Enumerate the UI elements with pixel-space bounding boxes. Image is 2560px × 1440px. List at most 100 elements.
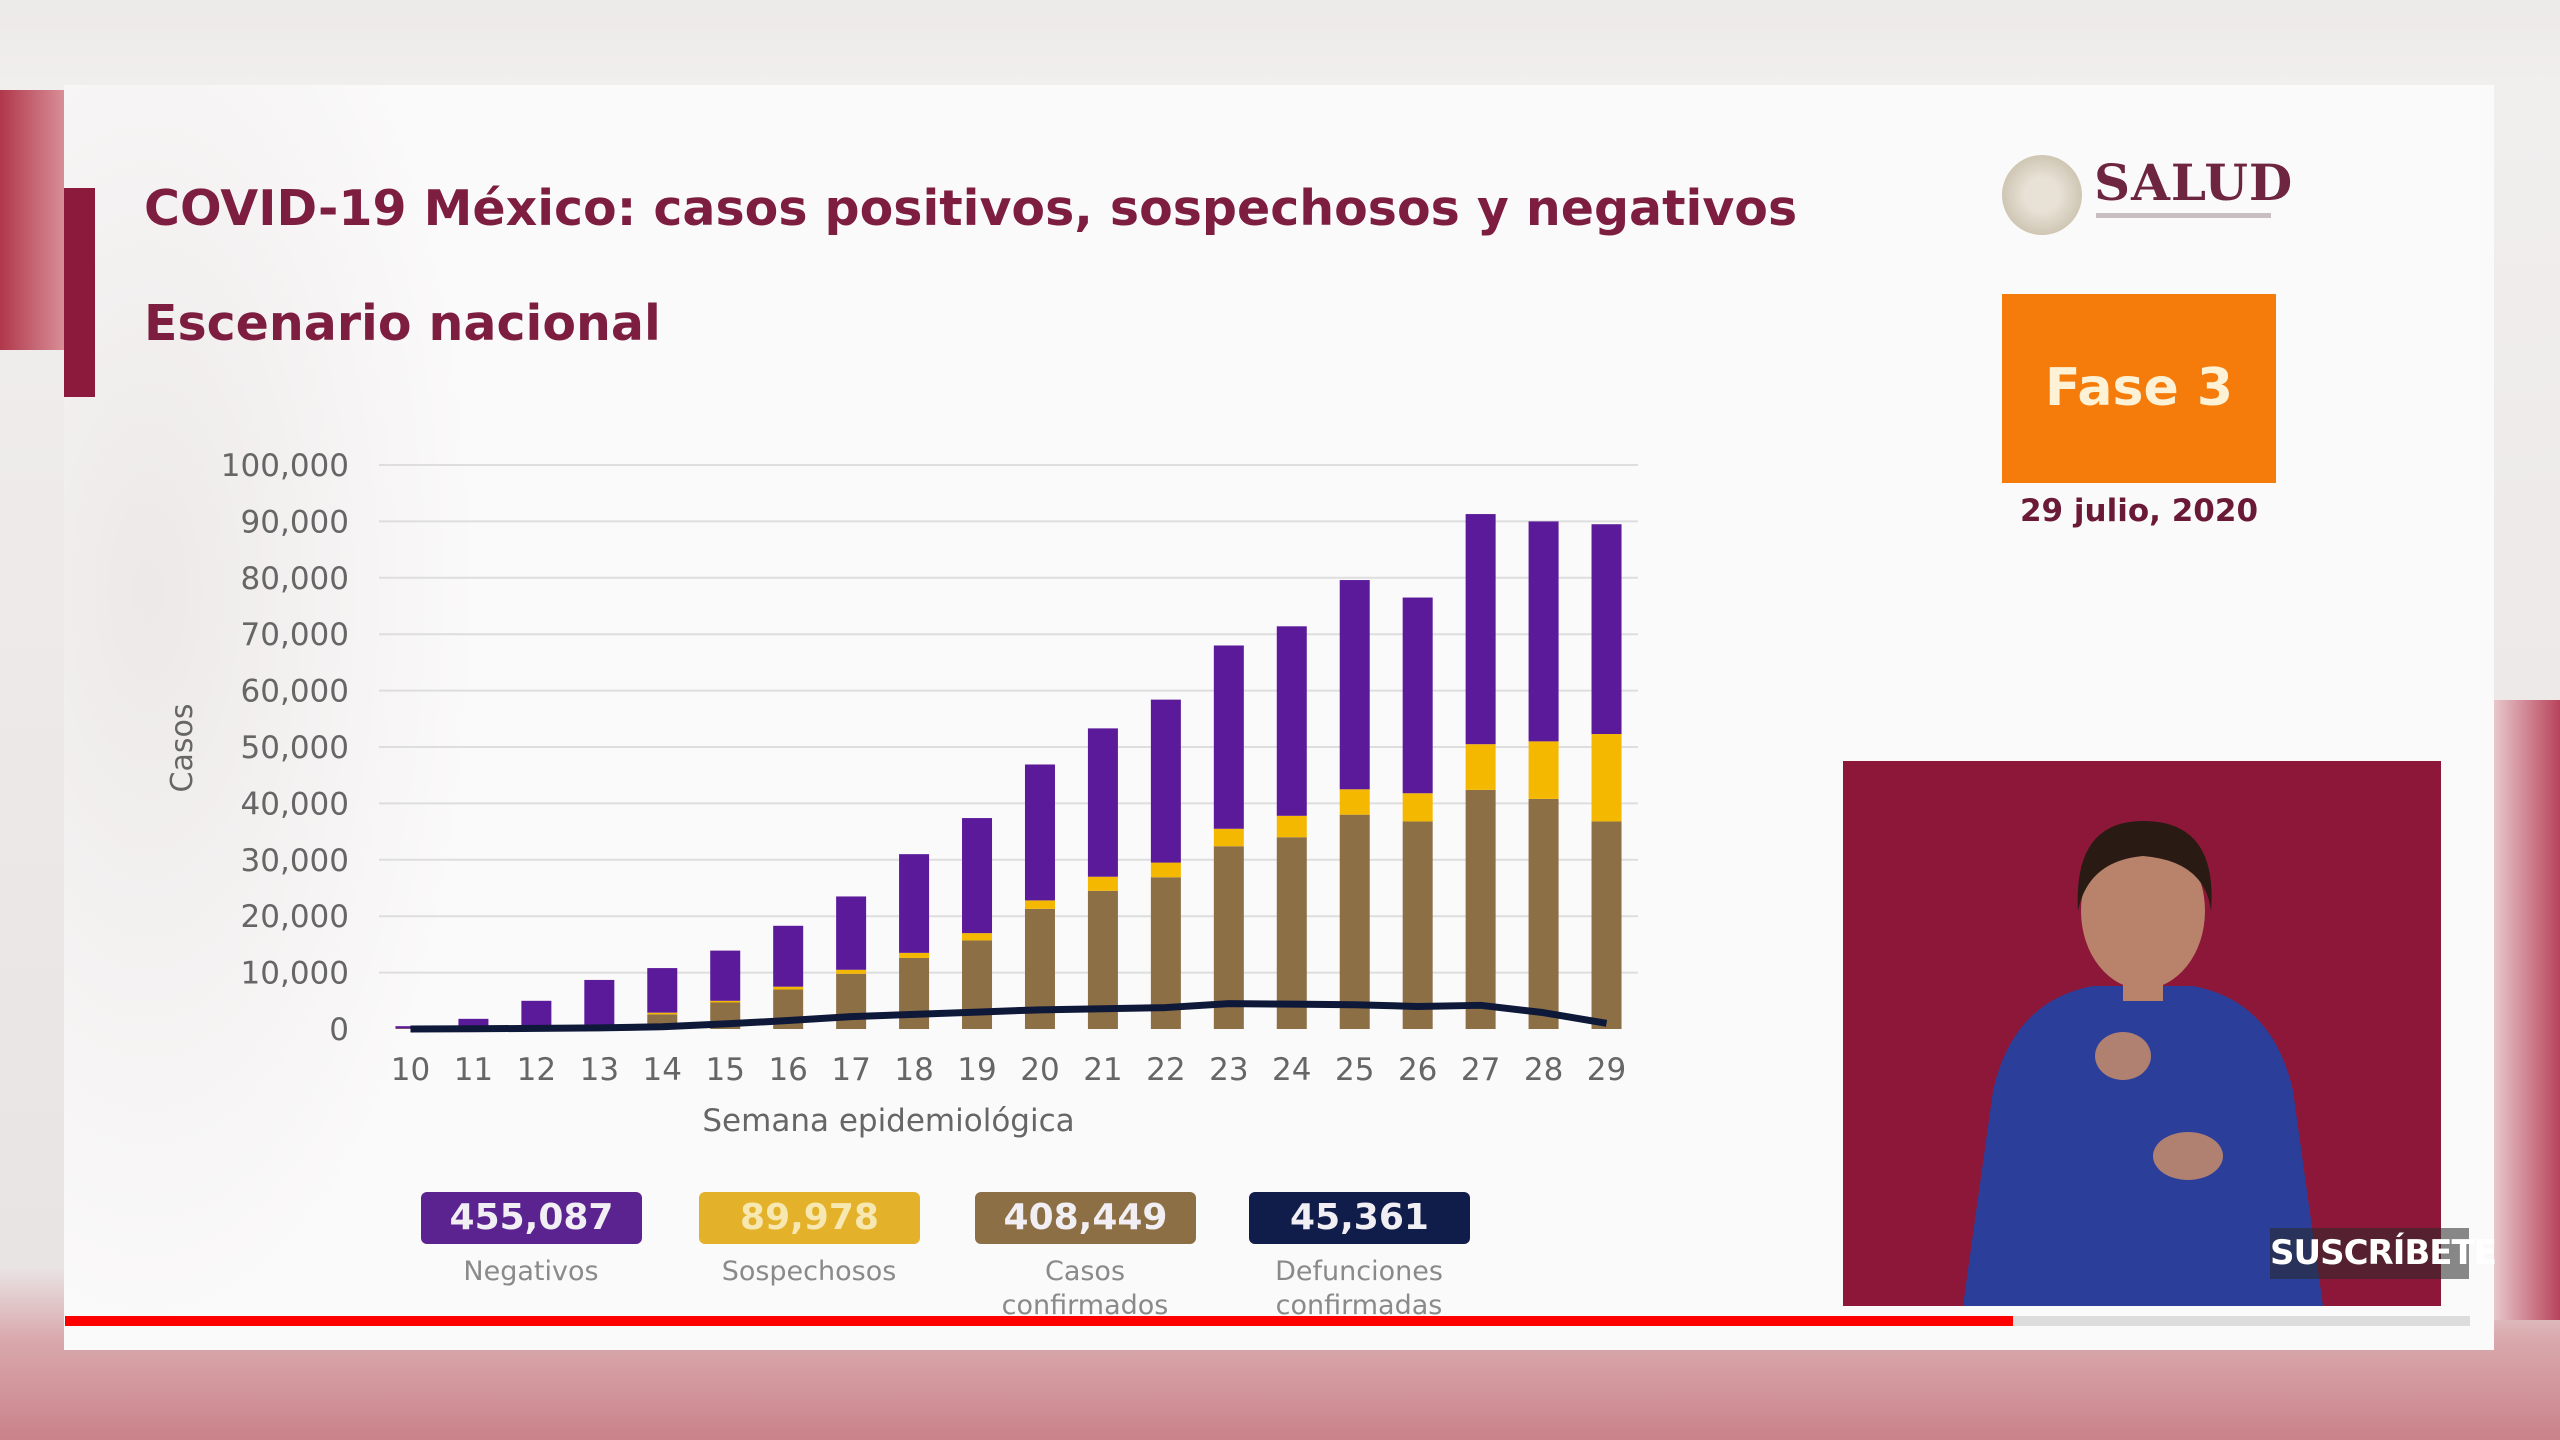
y-tick-label: 60,000 bbox=[241, 674, 349, 710]
x-tick-label: 24 bbox=[1272, 1052, 1311, 1088]
sign-language-interpreter-video bbox=[1843, 761, 2441, 1306]
x-tick-label: 29 bbox=[1587, 1052, 1626, 1088]
bar-negativos bbox=[1465, 514, 1496, 745]
defunciones-badge: 45,361 bbox=[1249, 1192, 1470, 1244]
line-defunciones bbox=[410, 1000, 1608, 1033]
bar-negativos bbox=[1213, 645, 1244, 829]
x-tick-label: 18 bbox=[894, 1052, 933, 1088]
bar-confirmados bbox=[1402, 821, 1433, 1029]
x-tick-label: 25 bbox=[1335, 1052, 1374, 1088]
x-axis-label: Semana epidemiológica bbox=[702, 1103, 1074, 1139]
bar-negativos bbox=[710, 950, 741, 1001]
y-tick-label: 100,000 bbox=[221, 448, 349, 484]
bar-sospechosos bbox=[710, 1000, 741, 1003]
stacked-bar-chart: 0 10,000 20,000 30,000 40,000 50,000 60,000 70,… bbox=[165, 448, 1638, 1139]
bar-confirmados bbox=[1528, 798, 1559, 1029]
bar-sospechosos bbox=[836, 969, 867, 974]
x-tick-label: 11 bbox=[454, 1052, 493, 1088]
x-tick-label: 10 bbox=[391, 1052, 430, 1088]
y-tick-label: 90,000 bbox=[241, 504, 349, 540]
subscribe-button[interactable]: SUSCRÍBETE bbox=[2270, 1228, 2497, 1279]
x-tick-label: 19 bbox=[957, 1052, 996, 1088]
bar-negativos bbox=[1276, 626, 1307, 816]
x-tick-label: 13 bbox=[580, 1052, 619, 1088]
x-tick-label: 23 bbox=[1209, 1052, 1248, 1088]
bar-negativos bbox=[1591, 524, 1622, 735]
bar-negativos bbox=[521, 1000, 552, 1027]
y-tick-label: 10,000 bbox=[241, 956, 349, 992]
sospechosos-label: Sospechosos bbox=[721, 1256, 897, 1287]
x-tick-label: 26 bbox=[1398, 1052, 1437, 1088]
presentation-slide: COVID-19 México: casos positivos, sospec… bbox=[64, 85, 2494, 1350]
bar-sospechosos bbox=[1402, 793, 1433, 822]
negativos-label: Negativos bbox=[463, 1256, 599, 1287]
bar-sospechosos bbox=[1213, 828, 1244, 847]
confirmados-label: Casos confirmados bbox=[1001, 1256, 1169, 1321]
y-axis-label: Casos bbox=[165, 704, 200, 793]
watermark bbox=[64, 85, 484, 1350]
bar-sospechosos bbox=[1087, 876, 1118, 891]
y-tick-label: 20,000 bbox=[241, 899, 349, 935]
bar-negativos bbox=[1150, 699, 1181, 863]
bar-sospechosos bbox=[1528, 741, 1559, 799]
bar-negativos bbox=[899, 854, 930, 953]
logo-text: SALUD bbox=[2094, 153, 2294, 212]
bar-negativos bbox=[1087, 728, 1118, 877]
y-tick-label: 0 bbox=[329, 1012, 349, 1048]
bar-confirmados bbox=[1339, 814, 1370, 1029]
accent-bar bbox=[64, 188, 95, 397]
y-tick-label: 40,000 bbox=[241, 786, 349, 822]
slide-date: 29 julio, 2020 bbox=[2019, 493, 2259, 529]
interpreter-figure bbox=[1963, 821, 2323, 1306]
bar-sospechosos bbox=[962, 933, 993, 941]
negativos-badge: 455,087 bbox=[421, 1192, 642, 1244]
bar-sospechosos bbox=[773, 986, 804, 990]
slide-subtitle: Escenario nacional bbox=[144, 295, 661, 352]
bar-sospechosos bbox=[1150, 862, 1181, 878]
bar-negativos bbox=[647, 968, 678, 1013]
x-tick-label: 16 bbox=[768, 1052, 807, 1088]
defunciones-label: Defunciones confirmadas bbox=[1275, 1256, 1443, 1321]
bar-sospechosos bbox=[647, 1012, 678, 1015]
x-tick-label: 28 bbox=[1524, 1052, 1563, 1088]
bar-sospechosos bbox=[1339, 789, 1370, 815]
y-tick-label: 30,000 bbox=[241, 843, 349, 879]
bar-confirmados bbox=[1465, 789, 1496, 1029]
x-tick-label: 17 bbox=[831, 1052, 870, 1088]
x-tick-label: 27 bbox=[1461, 1052, 1500, 1088]
bar-confirmados bbox=[1213, 846, 1244, 1029]
bar-sospechosos bbox=[899, 952, 930, 958]
bar-negativos bbox=[836, 896, 867, 970]
bar-negativos bbox=[1402, 597, 1433, 794]
phase-badge: Fase 3 bbox=[2002, 294, 2276, 483]
confirmados-badge: 408,449 bbox=[975, 1192, 1196, 1244]
bar-sospechosos bbox=[1276, 815, 1307, 838]
logo-subtext bbox=[2096, 213, 2271, 218]
video-progress-fill bbox=[65, 1316, 2014, 1326]
x-tick-label: 21 bbox=[1083, 1052, 1122, 1088]
salud-logo: SALUD bbox=[2002, 153, 2292, 243]
bar-sospechosos bbox=[1024, 900, 1055, 909]
bar-negativos bbox=[1528, 521, 1559, 742]
y-tick-label: 50,000 bbox=[241, 730, 349, 766]
video-progress-bar[interactable] bbox=[65, 1316, 2470, 1326]
bar-sospechosos bbox=[1591, 734, 1622, 822]
bar-confirmados bbox=[1591, 821, 1622, 1029]
y-tick-label: 70,000 bbox=[241, 617, 349, 653]
bar-sospechosos bbox=[1465, 744, 1496, 790]
slide-title: COVID-19 México: casos positivos, sospec… bbox=[144, 180, 1798, 237]
x-tick-label: 20 bbox=[1020, 1052, 1059, 1088]
bar-negativos bbox=[584, 979, 615, 1025]
bar-negativos bbox=[1024, 764, 1055, 901]
bar-confirmados bbox=[899, 957, 930, 1029]
x-tick-label: 14 bbox=[643, 1052, 682, 1088]
bar-negativos bbox=[1339, 580, 1370, 790]
bar-negativos bbox=[773, 925, 804, 987]
y-tick-label: 80,000 bbox=[241, 561, 349, 597]
background-blur bbox=[0, 90, 64, 350]
sospechosos-badge: 89,978 bbox=[699, 1192, 920, 1244]
seal-icon bbox=[2002, 155, 2082, 235]
x-tick-label: 12 bbox=[517, 1052, 556, 1088]
bar-confirmados bbox=[1276, 837, 1307, 1029]
bar-negativos bbox=[962, 818, 993, 934]
